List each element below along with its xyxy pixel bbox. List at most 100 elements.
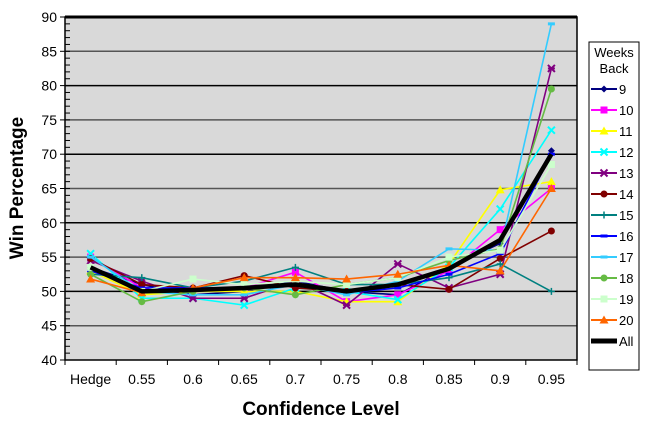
y-axis: 40 45 50 55 60 65 70 75 80 85 90 [41, 9, 70, 368]
y-tick-label: 60 [41, 215, 57, 231]
square-marker [189, 275, 197, 283]
y-tick-label: 40 [41, 352, 57, 368]
legend-label: 13 [619, 166, 633, 181]
legend-label: All [619, 334, 634, 349]
legend-item-10: 10 [591, 103, 633, 118]
x-marker [599, 147, 609, 157]
triangle-marker [342, 274, 352, 283]
circle-marker [547, 85, 555, 93]
square-marker [600, 106, 608, 114]
y-tick-label: 80 [41, 78, 57, 94]
circle-marker [547, 227, 555, 235]
triangle-marker [599, 315, 609, 324]
circle-marker [291, 291, 299, 299]
y-tick-label: 90 [41, 9, 57, 25]
y-axis-title: Win Percentage [7, 117, 28, 259]
x-tick-label: 0.6 [183, 371, 203, 387]
x-marker [239, 300, 249, 310]
square-marker [240, 281, 248, 289]
legend-title-line1: Weeks [594, 45, 634, 60]
square-marker [394, 291, 402, 299]
series-line [89, 153, 554, 294]
y-tick-label: 85 [41, 43, 57, 59]
x-tick-label: 0.65 [231, 371, 258, 387]
y-axis-title-text: Win Percentage [7, 117, 28, 259]
legend-item-19: 19 [591, 292, 633, 307]
triangle-marker [599, 126, 609, 135]
legend-item-all: All [591, 334, 634, 349]
x-axis: Hedge 0.55 0.6 0.65 0.7 0.75 0.8 0.85 0.9 0.95 [64, 360, 578, 387]
circle-marker [496, 254, 504, 262]
triangle-marker [546, 184, 556, 192]
legend-label: 15 [619, 208, 633, 223]
legend-item-11: 11 [591, 124, 633, 139]
legend-item-9: 9 [591, 82, 626, 97]
circle-marker [138, 281, 146, 289]
x-tick-label: 0.85 [435, 371, 462, 387]
legend-label: 10 [619, 103, 633, 118]
triangle-marker [495, 266, 505, 275]
square-marker [343, 281, 351, 289]
triangle-marker [290, 273, 300, 282]
y-tick-label: 45 [41, 318, 57, 334]
legend-label: 9 [619, 82, 626, 97]
diamond-marker [547, 147, 555, 155]
y-tick-label: 75 [41, 112, 57, 128]
x-tick-label: 0.7 [286, 371, 306, 387]
circle-marker [600, 190, 608, 198]
legend-item-18: 18 [591, 271, 633, 286]
x-axis-title-text: Confidence Level [242, 399, 399, 420]
x-tick-label: 0.55 [128, 371, 155, 387]
legend-item-16: 16 [591, 229, 633, 244]
legend-label: 14 [619, 187, 633, 202]
series-layer [86, 22, 556, 310]
x-marker [495, 204, 505, 214]
legend-title-line2: Back [600, 61, 629, 76]
x-tick-label: 0.75 [333, 371, 360, 387]
triangle-marker [546, 177, 556, 186]
legend-item-14: 14 [591, 187, 633, 202]
y-tick-label: 55 [41, 249, 57, 265]
legend-item-12: 12 [591, 145, 633, 160]
circle-marker [600, 274, 608, 282]
plot-area [64, 15, 578, 361]
legend-item-17: 17 [591, 250, 633, 265]
square-marker [600, 295, 608, 303]
x-tick-label: 0.9 [490, 371, 510, 387]
legend-item-15: 15 [591, 208, 633, 223]
diamond-marker [600, 85, 608, 93]
legend-label: 20 [619, 313, 633, 328]
x-tick-label: 0.95 [538, 371, 565, 387]
triangle-marker [393, 269, 403, 278]
legend-item-20: 20 [591, 313, 633, 328]
series-all [89, 153, 554, 294]
legend-label: 11 [619, 124, 633, 139]
legend-label: 16 [619, 229, 633, 244]
square-marker [291, 268, 299, 276]
circle-marker [138, 298, 146, 306]
square-marker [445, 253, 453, 261]
legend-label: 18 [619, 271, 633, 286]
square-marker [547, 160, 555, 168]
triangle-marker [239, 273, 249, 282]
triangle-marker [495, 185, 505, 194]
y-tick-label: 50 [41, 283, 57, 299]
x-tick-label: 0.8 [388, 371, 408, 387]
series-line [90, 263, 552, 293]
legend-label: 19 [619, 292, 633, 307]
circle-marker [87, 270, 95, 278]
legend-label: 12 [619, 145, 633, 160]
circle-marker [445, 285, 453, 293]
x-marker [393, 295, 403, 304]
legend-item-13: 13 [591, 166, 633, 181]
square-marker [496, 246, 504, 254]
legend-box [588, 41, 640, 371]
square-marker [496, 226, 504, 234]
x-axis-title: Confidence Level [242, 399, 399, 420]
x-tick-label: Hedge [70, 371, 111, 387]
x-marker [547, 125, 556, 135]
y-tick-label: 65 [41, 181, 57, 197]
triangle-marker [86, 274, 96, 283]
